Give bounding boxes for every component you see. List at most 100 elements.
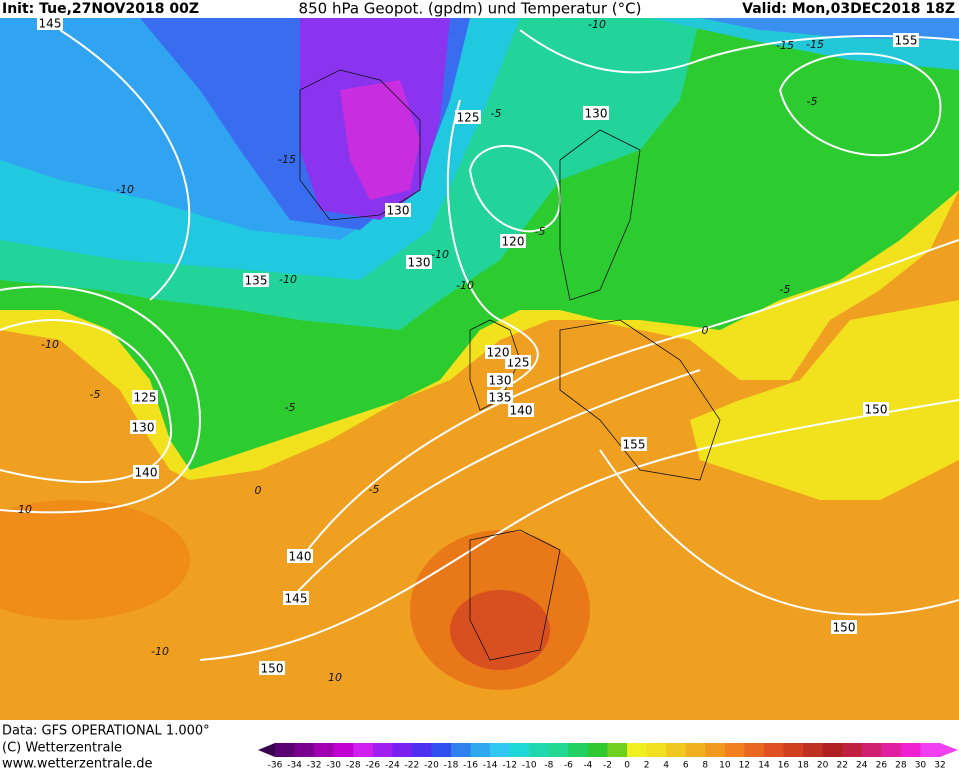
colorbar-segment xyxy=(861,743,882,757)
map-title: 850 hPa Geopot. (gpdm) und Temperatur (°… xyxy=(299,0,642,18)
header-bar xyxy=(0,0,959,18)
colorbar-segment xyxy=(431,743,452,757)
map xyxy=(0,18,959,720)
colorbar-tick-label: -28 xyxy=(346,761,361,770)
colorbar-tick-label: -6 xyxy=(564,761,573,770)
colorbar-tick-label: -8 xyxy=(544,761,553,770)
colorbar-segment xyxy=(763,743,785,757)
contour-label-box xyxy=(132,390,158,404)
colorbar-tick-label: -10 xyxy=(522,761,537,770)
data-source: Data: GFS OPERATIONAL 1.000° xyxy=(2,724,210,739)
contour-label-box xyxy=(500,234,526,248)
temperature-label: -5 xyxy=(285,401,296,414)
geopotential-label: 150 xyxy=(865,403,888,417)
contour-label-box xyxy=(621,437,647,451)
temperature-label: 0 xyxy=(702,324,709,337)
geopotential-label: 145 xyxy=(285,592,308,606)
colorbar-segment xyxy=(548,743,569,757)
temperature-label: -15 xyxy=(278,153,296,166)
colorbar-tick-label: 14 xyxy=(758,761,770,770)
colorbar-tick-label: 10 xyxy=(719,761,731,770)
temperature-label: -10 xyxy=(456,279,474,292)
colorbar-tick-label: 22 xyxy=(836,761,847,770)
colorbar-segment xyxy=(744,743,765,757)
contour-label-box xyxy=(487,390,513,404)
website: www.wetterzentrale.de xyxy=(2,757,152,770)
colorbar-tick-label: -36 xyxy=(268,761,283,770)
colorbar-tick-label: -20 xyxy=(424,761,439,770)
colorbar-tick-label: 12 xyxy=(739,761,750,770)
colorbar-tick-label: 24 xyxy=(856,761,868,770)
contour-label-box xyxy=(406,255,432,269)
colorbar-segment xyxy=(451,743,472,757)
contour-label-box xyxy=(385,203,411,217)
colorbar-tick-label: -4 xyxy=(583,761,592,770)
temperature-label: -10 xyxy=(116,183,134,196)
colorbar-segment xyxy=(783,743,804,757)
geopotential-label: 135 xyxy=(489,391,512,405)
geopotential-label: 125 xyxy=(507,356,530,370)
temperature-label: -5 xyxy=(90,388,101,401)
colorbar-segment xyxy=(411,743,432,757)
colorbar-segment xyxy=(881,743,902,757)
contour-label-box xyxy=(485,345,511,359)
geopotential-label: 125 xyxy=(134,391,157,405)
colorbar-tick-label: -16 xyxy=(463,761,478,770)
colorbar-tick-label: -18 xyxy=(444,761,459,770)
geopotential-label: 120 xyxy=(502,235,525,249)
geopotential-label: 150 xyxy=(833,621,856,635)
temperature-label: 10 xyxy=(18,503,32,516)
contour-label-box xyxy=(505,355,531,369)
contour-label-box xyxy=(487,373,513,387)
colorbar-tick-label: 4 xyxy=(663,761,669,770)
colorbar-segment xyxy=(920,743,941,757)
valid-time: Valid: Mon,03DEC2018 18Z xyxy=(742,1,955,17)
colorbar-tick-label: -22 xyxy=(405,761,420,770)
geopotential-label: 125 xyxy=(457,111,480,125)
temperature-label: 0 xyxy=(255,484,262,497)
colorbar-segment xyxy=(529,743,550,757)
colorbar-segment xyxy=(705,743,726,757)
contour-label-box xyxy=(287,549,313,563)
colorbar-tick-label: 16 xyxy=(778,761,790,770)
geopotential-label: 130 xyxy=(489,374,512,388)
colorbar-segment xyxy=(666,743,687,757)
colorbar-segment xyxy=(627,743,648,757)
copyright: (C) Wetterzentrale xyxy=(2,741,122,756)
temperature-label: -10 xyxy=(41,338,59,351)
colorbar-segment xyxy=(803,743,824,757)
temperature-label: 10 xyxy=(328,671,342,684)
temperature-label: -10 xyxy=(431,248,449,261)
colorbar-segment xyxy=(685,743,706,757)
colorbar-segment xyxy=(275,743,296,757)
colorbar-tick-label: 26 xyxy=(876,761,888,770)
temperature-label: -5 xyxy=(491,107,502,120)
colorbar-tick-label: 32 xyxy=(934,761,945,770)
colorbar-segment xyxy=(587,743,608,757)
temperature-label: -15 xyxy=(776,39,794,52)
contour-label-box xyxy=(583,106,609,120)
temperature-label: -5 xyxy=(369,483,380,496)
colorbar-tick-label: 30 xyxy=(915,761,927,770)
colorbar: -36 -34 -32 -30 -28 -26 -24 -22 -20 -18 -16 -14 -12-… xyxy=(258,743,958,770)
colorbar-segment xyxy=(900,743,921,757)
colorbar-tick-label: 18 xyxy=(797,761,809,770)
colorbar-tick-label: -26 xyxy=(365,761,380,770)
colorbar-tick-label: 6 xyxy=(683,761,689,770)
colorbar-segment xyxy=(822,743,843,757)
temperature-label: -5 xyxy=(807,95,818,108)
colorbar-segment xyxy=(509,743,530,757)
temperature-label: -10 xyxy=(279,273,297,286)
contour-label-box xyxy=(37,16,63,30)
colorbar-tick-label: -32 xyxy=(307,761,322,770)
contour-label-box xyxy=(130,420,156,434)
contour-label-box xyxy=(863,402,889,416)
colorbar-tick-label: -24 xyxy=(385,761,400,770)
temperature-label: -5 xyxy=(780,283,791,296)
geopotential-label: 140 xyxy=(135,466,158,480)
colorbar-tick-label: -14 xyxy=(483,761,498,770)
init-time: Init: Tue,27NOV2018 00Z xyxy=(2,1,199,17)
contour-label-box xyxy=(133,465,159,479)
